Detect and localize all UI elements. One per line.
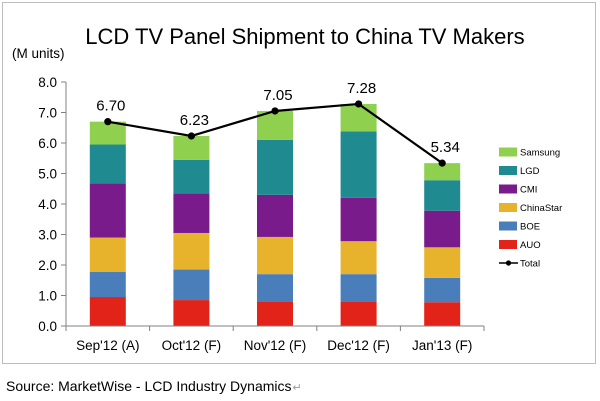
legend-swatch-boe — [499, 221, 517, 231]
y-tick-label: 1.0 — [38, 289, 57, 304]
bar-segment-samsung — [89, 121, 126, 145]
total-point — [355, 100, 363, 108]
bar-segment-samsung — [340, 103, 377, 132]
legend-swatch-auo — [499, 240, 517, 249]
legend-label-chinastar: ChinaStar — [520, 203, 562, 214]
x-tick-label: Dec'12 (F) — [327, 338, 390, 353]
y-tick-label: 4.0 — [38, 197, 57, 212]
total-point — [187, 132, 195, 140]
y-tick-label: 6.0 — [38, 136, 57, 151]
total-data-label: 5.34 — [431, 139, 460, 156]
y-axis: 0.0 1.0 2.0 3.0 4.0 5.0 6.0 7.0 8.0 — [38, 75, 67, 334]
bar-segment-lgd — [89, 144, 126, 184]
legend-swatch-chinastar — [499, 203, 517, 212]
total-data-label: 7.05 — [263, 87, 292, 104]
x-tick-label: Sep'12 (A) — [76, 338, 139, 353]
bar-segment-auo — [173, 300, 210, 326]
legend-label-cmi: CMI — [520, 185, 537, 196]
bar-segment-boe — [340, 274, 377, 302]
legend-label-total: Total — [520, 259, 540, 270]
total-data-label: 7.28 — [347, 80, 376, 97]
legend-swatch-samsung — [499, 147, 517, 157]
total-point — [104, 118, 112, 126]
x-axis: Sep'12 (A) Oct'12 (F) Nov'12 (F) Dec'12 (F)… — [65, 325, 485, 353]
bar-segment-auo — [424, 302, 461, 326]
total-point — [271, 107, 279, 115]
y-tick-label: 3.0 — [38, 228, 57, 243]
legend-label-boe: BOE — [520, 222, 540, 233]
legend-marker-total — [505, 260, 512, 266]
bar-segment-boe — [89, 272, 126, 298]
bar-segment-cmi — [89, 183, 126, 238]
bars — [89, 103, 461, 326]
bar-segment-samsung — [257, 110, 293, 140]
legend-label-samsung: Samsung — [520, 148, 560, 159]
total-data-label: 6.70 — [96, 98, 125, 115]
y-axis-unit-label: (M units) — [12, 46, 65, 61]
legend: Samsung LGD CMI ChinaStar BOE AUO Total — [499, 147, 562, 270]
source-text: Source: MarketWise - LCD Industry Dynami… — [6, 378, 292, 394]
y-tick-label: 0.0 — [38, 319, 57, 334]
legend-swatch-lgd — [499, 166, 517, 175]
y-tick-label: 8.0 — [38, 75, 57, 90]
bar-segment-samsung — [424, 163, 461, 181]
total-data-label: 6.23 — [180, 112, 209, 129]
bar-segment-auo — [89, 297, 126, 326]
bar-segment-chinastar — [257, 236, 293, 275]
bar-segment-cmi — [340, 197, 377, 242]
bar-segment-chinastar — [424, 247, 461, 278]
bar-segment-auo — [340, 301, 377, 326]
bar-segment-cmi — [173, 193, 210, 233]
bar-segment-cmi — [424, 210, 461, 248]
total-line — [104, 100, 446, 167]
bar-segment-boe — [424, 277, 461, 303]
y-tick-label: 2.0 — [38, 258, 57, 273]
x-tick-label: Jan'13 (F) — [412, 338, 472, 353]
source-note: Source: MarketWise - LCD Industry Dynami… — [6, 378, 302, 394]
chart-title: LCD TV Panel Shipment to China TV Makers — [85, 24, 524, 49]
bar-segment-chinastar — [340, 241, 377, 275]
chart: LCD TV Panel Shipment to China TV Makers… — [12, 24, 562, 353]
bar-segment-lgd — [424, 180, 461, 211]
bar-segment-auo — [257, 301, 293, 326]
bar-segment-lgd — [340, 131, 377, 198]
legend-label-lgd: LGD — [520, 166, 540, 177]
y-tick-label: 5.0 — [38, 167, 57, 182]
bar-segment-boe — [257, 274, 293, 302]
x-tick-label: Oct'12 (F) — [162, 338, 222, 353]
bar-segment-chinastar — [89, 237, 126, 273]
y-tick-label: 7.0 — [38, 106, 57, 121]
total-point — [438, 159, 446, 167]
bar-segment-lgd — [257, 139, 293, 195]
bar-segment-cmi — [257, 194, 293, 237]
bar-segment-samsung — [173, 135, 210, 160]
data-labels: 6.70 6.23 7.05 7.28 5.34 — [96, 80, 460, 156]
bar-segment-chinastar — [173, 232, 210, 270]
bar-segment-lgd — [173, 159, 210, 194]
bar-segment-boe — [173, 269, 210, 301]
x-tick-label: Nov'12 (F) — [244, 338, 307, 353]
legend-label-auo: AUO — [520, 240, 541, 251]
return-mark: ↵ — [292, 382, 302, 394]
legend-swatch-cmi — [499, 184, 517, 194]
